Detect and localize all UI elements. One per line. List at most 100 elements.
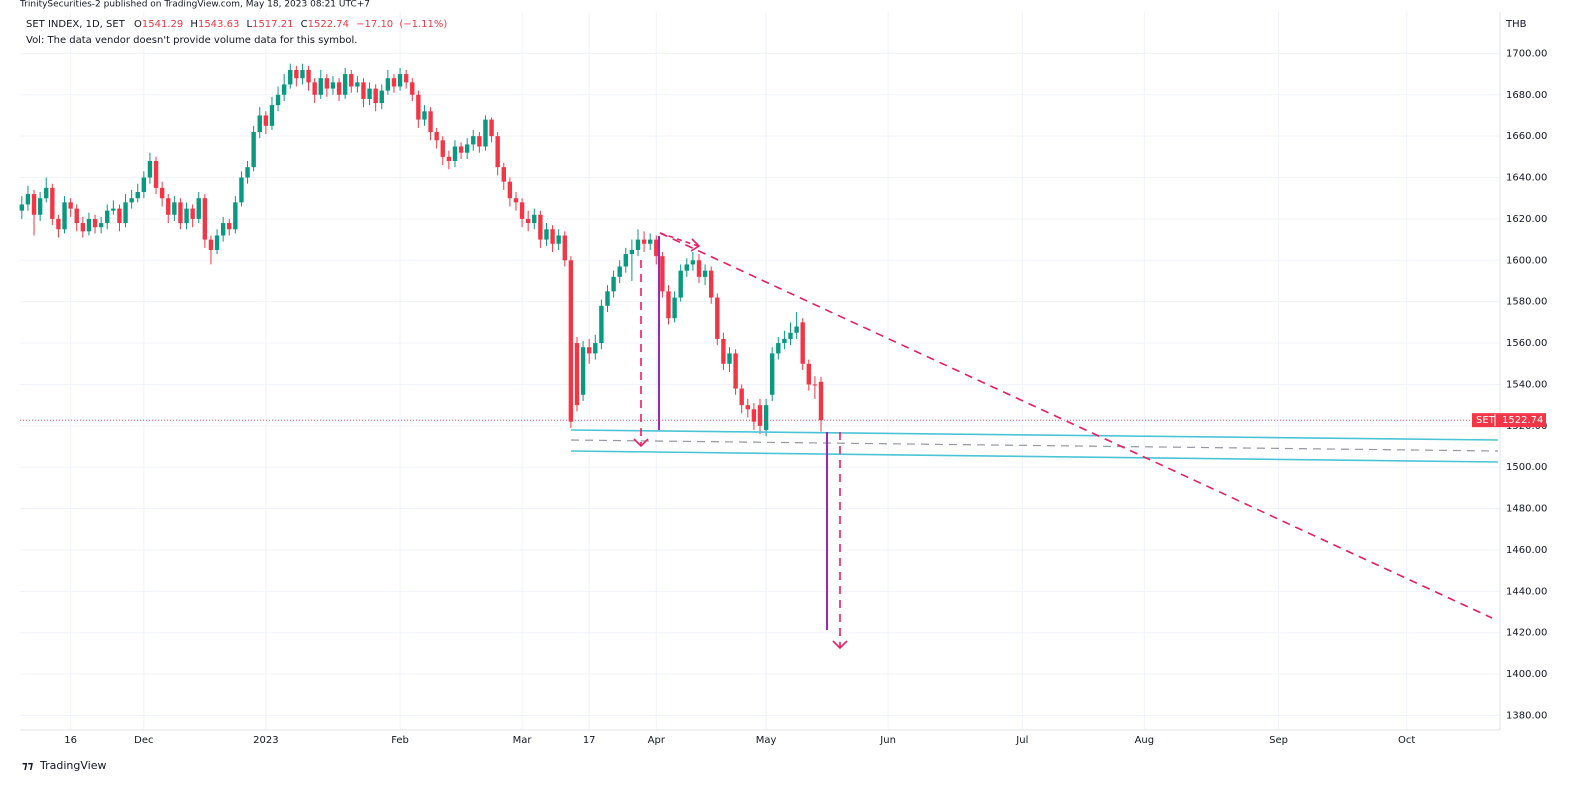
arrow bbox=[659, 232, 699, 247]
y-tick-label: 1540.00 bbox=[1506, 379, 1547, 390]
candle-body bbox=[776, 343, 781, 354]
ohlc-letter: H bbox=[190, 19, 198, 30]
open-value: 1541.29 bbox=[142, 19, 183, 30]
candle-body bbox=[141, 177, 147, 193]
price-label-symbol: SET bbox=[1476, 415, 1496, 426]
arrowhead bbox=[832, 640, 848, 650]
candle-body bbox=[611, 276, 616, 292]
candle-body bbox=[519, 202, 525, 219]
candle-body bbox=[44, 187, 49, 199]
candle-body bbox=[782, 338, 787, 344]
candle-body bbox=[62, 202, 67, 230]
candle-body bbox=[489, 119, 494, 137]
candle-body bbox=[257, 115, 262, 133]
candle-body bbox=[477, 136, 482, 147]
candle-body bbox=[239, 177, 244, 203]
candle-body bbox=[422, 111, 427, 120]
candle-body bbox=[623, 254, 628, 267]
candle-body bbox=[586, 347, 592, 354]
y-tick-label: 1600.00 bbox=[1506, 255, 1547, 266]
candle-body bbox=[507, 181, 513, 199]
candle-body bbox=[428, 111, 433, 133]
candle-body bbox=[757, 405, 763, 426]
candle-body bbox=[684, 264, 689, 271]
ohlc-letter: C bbox=[301, 19, 308, 30]
candle-body bbox=[525, 218, 531, 224]
candle-body bbox=[196, 198, 201, 219]
candle-body bbox=[105, 210, 110, 224]
x-tick-label: Dec bbox=[134, 735, 153, 746]
candle-body bbox=[306, 69, 311, 83]
y-tick-label: 1640.00 bbox=[1506, 173, 1547, 184]
candle-body bbox=[416, 94, 421, 120]
candle-body bbox=[129, 198, 134, 203]
candle-body bbox=[190, 208, 195, 219]
mid-line bbox=[570, 439, 1499, 452]
x-tick-label: Apr bbox=[648, 735, 666, 746]
candle-body bbox=[318, 78, 323, 95]
volume-note: Vol: The data vendor doesn't provide vol… bbox=[26, 35, 357, 46]
candle-body bbox=[342, 74, 348, 95]
candle-body bbox=[74, 208, 79, 224]
change: −17.10 bbox=[356, 19, 393, 30]
candle-body bbox=[324, 78, 330, 89]
candle-body bbox=[294, 69, 299, 79]
trend-line bbox=[659, 232, 1493, 619]
x-tick-label: Jun bbox=[879, 735, 896, 746]
candle-body bbox=[397, 74, 403, 87]
brand: TradingView bbox=[39, 759, 106, 772]
candle-body bbox=[25, 194, 31, 205]
y-tick-label: 1380.00 bbox=[1506, 711, 1547, 722]
candle-body bbox=[349, 74, 354, 87]
candle-body bbox=[281, 84, 287, 95]
candle-body bbox=[50, 187, 55, 219]
candle-body bbox=[373, 88, 378, 104]
candle-body bbox=[410, 82, 415, 95]
x-tick-label: Sep bbox=[1269, 735, 1288, 746]
candle-body bbox=[532, 214, 537, 224]
candle-body bbox=[617, 266, 622, 277]
candle-body bbox=[635, 239, 641, 250]
price-label: 1522.74 bbox=[1502, 415, 1543, 426]
arrowhead bbox=[633, 438, 649, 448]
candle-body bbox=[641, 239, 647, 244]
y-tick-label: 1500.00 bbox=[1506, 462, 1547, 473]
candle-body bbox=[184, 208, 189, 224]
candle-body bbox=[92, 218, 98, 228]
candle-body bbox=[288, 69, 293, 85]
candle-body bbox=[56, 218, 61, 230]
y-tick-label: 1480.00 bbox=[1506, 504, 1547, 515]
ohlc-letter: O bbox=[134, 19, 142, 30]
candle-body bbox=[458, 146, 464, 153]
candle-body bbox=[580, 347, 586, 395]
candle-body bbox=[562, 235, 567, 261]
candle-body bbox=[593, 343, 598, 354]
symbol: SET INDEX, 1D, SET bbox=[26, 19, 126, 30]
x-tick-label: 16 bbox=[64, 735, 77, 746]
candle-body bbox=[452, 146, 458, 161]
candle-body bbox=[538, 214, 543, 240]
close-value: 1522.74 bbox=[308, 19, 349, 30]
candle-body bbox=[300, 69, 305, 79]
candle-body bbox=[556, 235, 561, 244]
candle-body bbox=[794, 326, 799, 333]
candle-body bbox=[568, 260, 574, 422]
candle-body bbox=[818, 381, 824, 421]
support-line bbox=[570, 450, 1499, 463]
y-tick-label: 1440.00 bbox=[1506, 586, 1547, 597]
candle-body bbox=[501, 167, 506, 182]
y-tick-label: 1400.00 bbox=[1506, 669, 1547, 680]
y-tick-label: 1580.00 bbox=[1506, 297, 1547, 308]
candle-body bbox=[733, 353, 738, 389]
candle-body bbox=[172, 202, 177, 215]
candle-body bbox=[544, 229, 549, 240]
candle-body bbox=[721, 338, 726, 364]
candle-body bbox=[678, 270, 683, 298]
candle-body bbox=[440, 140, 445, 157]
candle-body bbox=[208, 239, 214, 250]
candle-body bbox=[464, 144, 470, 153]
y-tick-label: 1460.00 bbox=[1506, 545, 1547, 556]
candle-body bbox=[391, 78, 397, 87]
x-tick-label: 2023 bbox=[253, 735, 278, 746]
